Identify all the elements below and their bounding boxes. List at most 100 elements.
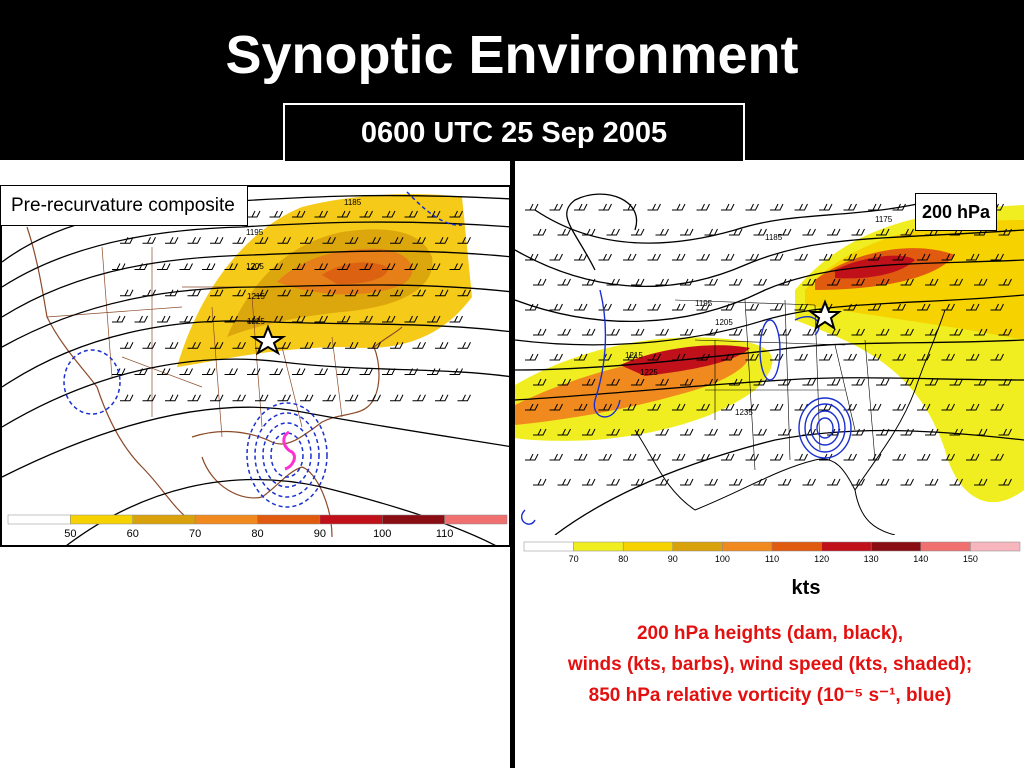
wind-barb xyxy=(187,394,201,402)
wind-barb xyxy=(247,263,261,270)
wind-barb xyxy=(892,203,906,211)
wind-barb xyxy=(647,403,661,411)
wind-barb xyxy=(390,289,404,297)
wind-barb xyxy=(851,228,865,236)
wind-barb xyxy=(255,237,269,244)
scale-swatch xyxy=(970,541,1021,552)
wind-barb xyxy=(917,403,931,411)
wind-barb xyxy=(876,278,890,286)
wind-barb xyxy=(449,315,463,323)
wind-barb xyxy=(120,289,134,297)
contour-label: 1185 xyxy=(765,233,783,242)
contour-label: 1215 xyxy=(247,292,265,301)
wind-barb xyxy=(721,453,735,461)
wind-barb xyxy=(925,428,939,436)
scale-tick-label: 80 xyxy=(618,554,628,564)
state-borders xyxy=(46,246,343,438)
time-label: 0600 UTC 25 Sep 2005 xyxy=(283,103,745,161)
wind-barb xyxy=(802,228,816,236)
wind-barb xyxy=(721,353,735,361)
wind-barb xyxy=(974,478,988,486)
scale-swatch xyxy=(622,541,674,552)
wind-barb xyxy=(187,342,201,349)
wind-barb xyxy=(917,303,931,311)
wind-barb xyxy=(974,278,988,286)
wind-barb xyxy=(753,328,767,336)
wind-barb xyxy=(202,263,216,270)
wind-barb xyxy=(623,303,637,311)
wind-barb xyxy=(631,278,645,286)
jet-shading-west-core xyxy=(620,345,750,376)
wind-barb xyxy=(843,203,857,211)
wind-barb xyxy=(367,237,381,244)
wind-barb xyxy=(721,403,735,411)
wind-barb xyxy=(770,453,784,461)
wind-barb xyxy=(224,315,238,323)
wind-barb xyxy=(427,210,441,218)
wind-barb xyxy=(157,368,171,375)
vorticity-contours xyxy=(520,289,852,525)
wind-barb xyxy=(412,237,426,244)
wind-barb xyxy=(224,368,238,375)
wind-barb xyxy=(598,453,612,461)
wind-barb xyxy=(255,394,269,402)
wind-barb xyxy=(557,428,571,436)
scale-tick-label: 150 xyxy=(963,554,978,564)
wind-barb xyxy=(672,353,686,361)
wind-barb xyxy=(574,303,588,311)
wind-barb xyxy=(631,228,645,236)
wind-barb xyxy=(623,403,637,411)
wind-barb xyxy=(851,478,865,486)
wind-barb xyxy=(557,478,571,486)
wind-barb xyxy=(382,210,396,218)
wind-barb xyxy=(876,478,890,486)
wind-barb xyxy=(557,328,571,336)
wind-barb xyxy=(770,403,784,411)
wind-barb xyxy=(202,368,216,375)
wind-barb xyxy=(549,203,563,211)
wind-barb xyxy=(165,289,179,297)
wind-barb xyxy=(449,263,463,270)
vorticity-contours xyxy=(63,191,463,508)
wind-barb xyxy=(232,289,246,297)
scale-swatch xyxy=(821,541,872,552)
jet-shading-east-max xyxy=(835,255,915,279)
wind-barb xyxy=(998,378,1012,386)
wind-barb xyxy=(224,263,238,270)
wind-barb xyxy=(647,303,661,311)
wind-barb xyxy=(794,453,808,461)
wind-barb xyxy=(819,253,833,261)
wind-barb xyxy=(142,342,156,349)
wind-barb xyxy=(819,453,833,461)
wind-barb xyxy=(900,428,914,436)
wind-barb xyxy=(292,263,306,270)
wind-barb xyxy=(745,353,759,361)
wind-barb xyxy=(966,353,980,361)
scale-swatch xyxy=(257,514,321,525)
wind-barb xyxy=(525,353,539,361)
wind-barb xyxy=(843,403,857,411)
wind-barb xyxy=(892,353,906,361)
wind-barb xyxy=(525,453,539,461)
wind-barb xyxy=(778,228,792,236)
caption-line-3: 850 hPa relative vorticity (10⁻⁵ s⁻¹, bl… xyxy=(588,685,952,706)
wind-barb xyxy=(647,453,661,461)
wind-barb xyxy=(232,394,246,402)
wind-barb xyxy=(525,203,539,211)
wind-barb xyxy=(179,315,193,323)
wind-barb xyxy=(367,394,381,402)
wind-barb xyxy=(917,353,931,361)
hurricane-track-icon xyxy=(282,430,296,471)
wind-barb xyxy=(533,428,547,436)
wind-barb xyxy=(949,428,963,436)
wind-barb xyxy=(247,210,261,218)
wind-barb xyxy=(525,253,539,261)
wind-barb xyxy=(367,342,381,349)
wind-barb xyxy=(794,253,808,261)
wind-barb xyxy=(998,228,1012,236)
wind-barb xyxy=(892,403,906,411)
wind-barb xyxy=(210,289,224,297)
wind-barb xyxy=(868,253,882,261)
wind-barb xyxy=(778,328,792,336)
wind-barb xyxy=(457,237,471,244)
